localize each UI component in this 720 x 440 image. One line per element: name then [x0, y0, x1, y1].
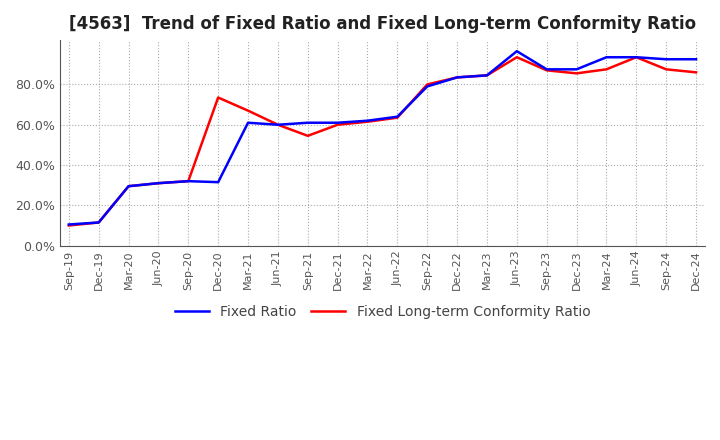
Legend: Fixed Ratio, Fixed Long-term Conformity Ratio: Fixed Ratio, Fixed Long-term Conformity …	[169, 300, 596, 325]
Fixed Ratio	[243, 120, 252, 125]
Fixed Ratio	[303, 120, 312, 125]
Fixed Long-term Conformity Ratio	[154, 180, 163, 186]
Fixed Ratio	[542, 67, 551, 72]
Fixed Ratio	[453, 75, 462, 80]
Fixed Ratio	[94, 220, 103, 225]
Fixed Ratio	[393, 114, 402, 119]
Fixed Long-term Conformity Ratio	[333, 122, 342, 128]
Line: Fixed Long-term Conformity Ratio: Fixed Long-term Conformity Ratio	[69, 57, 696, 225]
Fixed Ratio	[632, 55, 641, 60]
Fixed Long-term Conformity Ratio	[692, 70, 701, 75]
Fixed Long-term Conformity Ratio	[572, 71, 581, 76]
Fixed Ratio	[125, 183, 133, 189]
Fixed Long-term Conformity Ratio	[662, 67, 670, 72]
Fixed Ratio	[274, 122, 282, 128]
Fixed Ratio	[482, 73, 491, 78]
Fixed Long-term Conformity Ratio	[125, 183, 133, 189]
Fixed Long-term Conformity Ratio	[274, 122, 282, 128]
Fixed Long-term Conformity Ratio	[65, 223, 73, 228]
Fixed Long-term Conformity Ratio	[542, 68, 551, 73]
Fixed Long-term Conformity Ratio	[184, 179, 193, 184]
Fixed Ratio	[333, 120, 342, 125]
Fixed Long-term Conformity Ratio	[393, 115, 402, 120]
Fixed Long-term Conformity Ratio	[214, 95, 222, 100]
Fixed Ratio	[423, 84, 431, 89]
Fixed Ratio	[662, 57, 670, 62]
Fixed Ratio	[572, 67, 581, 72]
Fixed Long-term Conformity Ratio	[453, 75, 462, 80]
Fixed Ratio	[692, 57, 701, 62]
Fixed Ratio	[363, 118, 372, 123]
Title: [4563]  Trend of Fixed Ratio and Fixed Long-term Conformity Ratio: [4563] Trend of Fixed Ratio and Fixed Lo…	[69, 15, 696, 33]
Fixed Ratio	[602, 55, 611, 60]
Fixed Ratio	[154, 180, 163, 186]
Fixed Ratio	[214, 180, 222, 185]
Fixed Ratio	[65, 222, 73, 227]
Fixed Long-term Conformity Ratio	[482, 73, 491, 78]
Fixed Long-term Conformity Ratio	[632, 55, 641, 60]
Fixed Long-term Conformity Ratio	[602, 67, 611, 72]
Fixed Long-term Conformity Ratio	[363, 119, 372, 125]
Fixed Ratio	[513, 48, 521, 54]
Fixed Ratio	[184, 179, 193, 184]
Fixed Long-term Conformity Ratio	[513, 55, 521, 60]
Fixed Long-term Conformity Ratio	[94, 220, 103, 225]
Fixed Long-term Conformity Ratio	[423, 82, 431, 87]
Fixed Long-term Conformity Ratio	[243, 108, 252, 113]
Line: Fixed Ratio: Fixed Ratio	[69, 51, 696, 224]
Fixed Long-term Conformity Ratio	[303, 133, 312, 139]
